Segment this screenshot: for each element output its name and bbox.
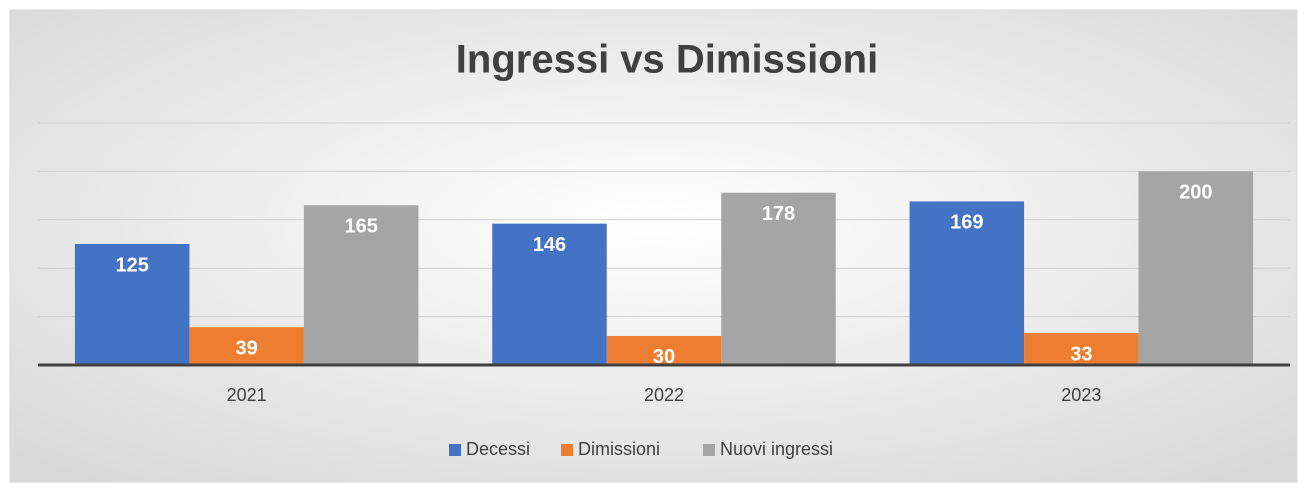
data-label: 169 [950,212,983,234]
bar [606,335,722,365]
legend-label: Nuovi ingressi [720,439,833,459]
x-tick-label: 2022 [644,385,684,405]
bar [74,244,190,365]
data-label: 178 [762,203,795,225]
legend-label: Decessi [466,439,530,459]
chart-title: Ingressi vs Dimissioni [456,38,878,82]
bar [303,205,419,365]
data-label: 33 [1070,343,1092,365]
data-label: 200 [1179,182,1212,204]
bar [1024,333,1139,365]
legend-swatch [703,444,715,456]
bar [721,192,836,365]
legend-label: Dimissioni [578,439,660,459]
legend-swatch [561,444,573,456]
data-label: 146 [533,234,566,256]
data-label: 125 [115,254,148,276]
legend-swatch [449,444,461,456]
bar [1138,171,1254,365]
data-label: 30 [653,346,675,368]
chart-background [9,9,1298,483]
bar [909,201,1025,365]
bar [189,327,304,365]
data-label: 39 [236,338,258,360]
x-tick-label: 2023 [1061,385,1101,405]
data-label: 165 [344,216,377,238]
bar [492,223,607,365]
x-tick-label: 2021 [227,385,267,405]
